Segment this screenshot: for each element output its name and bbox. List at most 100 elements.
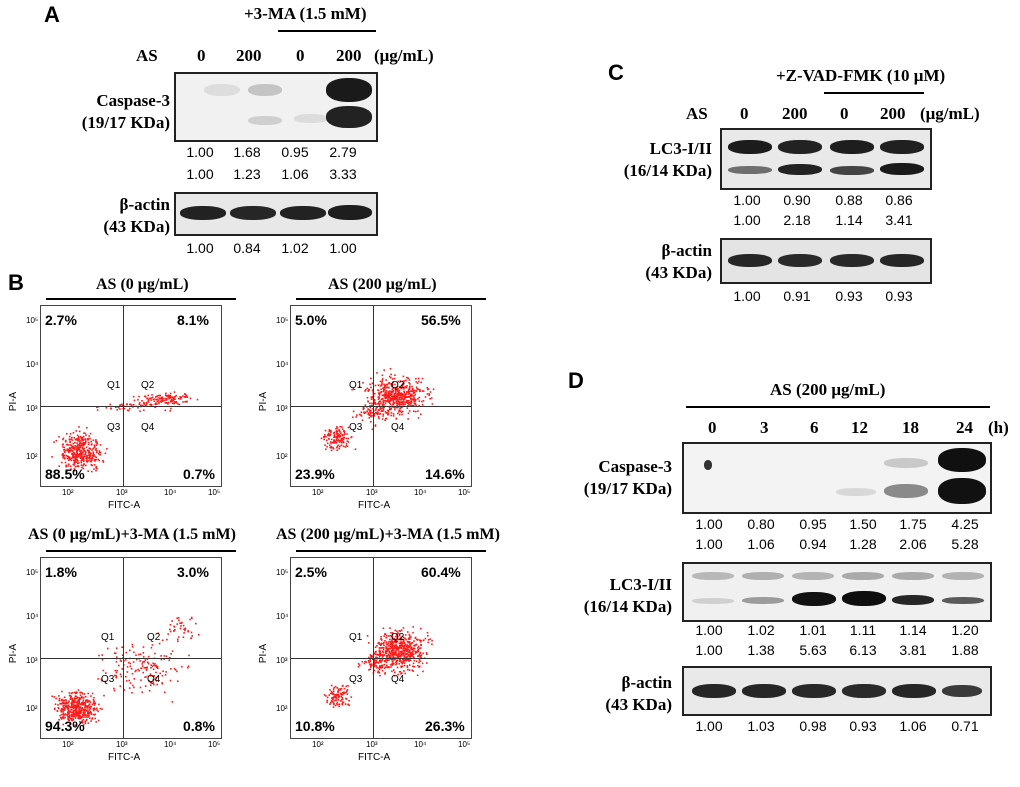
flow-plot-3-xtick-4: 10⁵ [208, 740, 221, 749]
panel-d-actin-blot [682, 666, 992, 716]
panel-d-lc3-r2-4: 6.13 [849, 642, 877, 658]
panel-c-treatment-rule [824, 92, 924, 94]
flow-plot-3-q2: Q2 [147, 632, 161, 643]
panel-c-actin-4: 0.93 [885, 288, 913, 304]
panel-d-lc3-r1-5: 1.14 [899, 622, 927, 638]
panel-c-actin-3: 0.93 [835, 288, 863, 304]
flow-plot-2-y-axis: PI-A [258, 391, 270, 412]
flow-plot-4-ytick-1: 10² [276, 704, 288, 713]
panel-d-caspase-r2-3: 0.94 [799, 536, 827, 552]
flow-plot-3-title: AS (0 μg/mL)+3-MA (1.5 mM) [28, 526, 236, 543]
panel-d-caspase-r1-6: 4.25 [951, 516, 979, 532]
flow-plot-4-q2-pct: 60.4% [421, 564, 461, 580]
panel-d-lc3-blot [682, 562, 992, 622]
flow-plot-4-q1: Q1 [349, 632, 363, 643]
panel-a-actin-2: 0.84 [233, 240, 261, 256]
flow-plot-2-xtick-3: 10⁴ [414, 488, 427, 497]
panel-c-dose-3: 0 [840, 104, 849, 123]
panel-d-actin-6: 0.71 [951, 718, 979, 734]
flow-plot-1-q2: Q2 [141, 380, 155, 391]
flow-plot-1-q4-pct: 0.7% [183, 466, 215, 482]
flow-plot-3: 1.8% 3.0% 94.3% 0.8% Q1 Q2 Q3 Q4 [40, 557, 222, 739]
flow-plot-2-xtick-1: 10² [312, 488, 324, 497]
panel-d-lc3-r2-6: 1.88 [951, 642, 979, 658]
panel-c-treatment-header: +Z-VAD-FMK (10 μM) [776, 66, 946, 85]
flow-plot-4-q1-pct: 2.5% [295, 564, 327, 580]
flow-plot-4-q4-pct: 26.3% [425, 718, 465, 734]
panel-d-caspase-label: Caspase-3 (19/17 KDa) [583, 457, 672, 498]
flow-plot-1-events [51, 391, 199, 479]
flow-plot-3-ytick-1: 10² [26, 704, 38, 713]
flow-plot-4-ytick-3: 10⁴ [276, 612, 289, 621]
panel-c-lc3-r1-1: 1.00 [733, 192, 761, 208]
panel-c-lc3-blot [720, 128, 932, 190]
panel-a-caspase-r2-3: 1.06 [281, 166, 309, 182]
panel-d-time-2: 3 [760, 418, 769, 437]
panel-a-actin-3: 1.02 [281, 240, 309, 256]
flow-plot-4-ytick-2: 10³ [276, 656, 288, 665]
panel-a-actin-1: 1.00 [186, 240, 214, 256]
panel-d-caspase-r1-5: 1.75 [899, 516, 927, 532]
panel-d-caspase-r1-3: 0.95 [799, 516, 827, 532]
flow-plot-3-q2-pct: 3.0% [177, 564, 209, 580]
flow-plot-1-ytick-3: 10⁴ [26, 360, 39, 369]
flow-plot-3-xtick-2: 10³ [116, 740, 128, 749]
panel-a-treatment-header: +3-MA (1.5 mM) [244, 4, 367, 23]
flow-plot-1-q3-pct: 88.5% [45, 466, 85, 482]
flow-plot-3-xtick-3: 10⁴ [164, 740, 177, 749]
panel-d-time-4: 12 [851, 418, 868, 437]
flow-plot-3-xtick-1: 10² [62, 740, 74, 749]
panel-d-header-rule [686, 406, 990, 408]
panel-c-lc3-label: LC3-I/II (16/14 KDa) [623, 139, 712, 180]
panel-d-lc3-r2-5: 3.81 [899, 642, 927, 658]
panel-d-lc3-r1-6: 1.20 [951, 622, 979, 638]
flow-plot-3-ytick-3: 10⁴ [26, 612, 39, 621]
panel-a-caspase-r1-2: 1.68 [233, 144, 261, 160]
panel-d-actin-2: 1.03 [747, 718, 775, 734]
flow-plot-2-x-axis: FITC-A [358, 500, 391, 511]
flow-plot-3-q1-pct: 1.8% [45, 564, 77, 580]
panel-b-label: B [8, 270, 24, 295]
panel-c-lc3-r2-1: 1.00 [733, 212, 761, 228]
panel-c-actin-blot [720, 238, 932, 284]
flow-plot-1-ytick-4: 10⁵ [26, 316, 39, 325]
panel-c-lc3-r1-3: 0.88 [835, 192, 863, 208]
flow-plot-4-q4: Q4 [391, 674, 405, 685]
panel-a-caspase-r1-3: 0.95 [281, 144, 309, 160]
flow-plot-3-ytick-2: 10³ [26, 656, 38, 665]
panel-a-caspase-r2-4: 3.33 [329, 166, 357, 182]
panel-c-lc3-r2-2: 2.18 [783, 212, 811, 228]
panel-d-lc3-label: LC3-I/II (16/14 KDa) [583, 575, 672, 616]
panel-a-actin-4: 1.00 [329, 240, 357, 256]
flow-plot-4: 2.5% 60.4% 10.8% 26.3% Q1 Q2 Q3 Q4 [290, 557, 472, 739]
flow-plot-3-y-axis: PI-A [8, 643, 20, 664]
panel-d-lc3-r1-2: 1.02 [747, 622, 775, 638]
panel-d-caspase-r2-5: 2.06 [899, 536, 927, 552]
panel-c-lc3-r1-2: 0.90 [783, 192, 811, 208]
panel-a-actin-label: β-actin (43 KDa) [103, 195, 170, 236]
flow-plot-4-xtick-1: 10² [312, 740, 324, 749]
panel-d-time-unit: (h) [988, 418, 1009, 437]
panel-d-actin-3: 0.98 [799, 718, 827, 734]
panel-a-dose-4: 200 [336, 46, 362, 65]
flow-plot-4-xtick-4: 10⁵ [458, 740, 471, 749]
flow-plot-2-ytick-1: 10² [276, 452, 288, 461]
panel-a-dose-2: 200 [236, 46, 262, 65]
flow-plot-1-y-axis: PI-A [8, 391, 20, 412]
flow-plot-1-xtick-4: 10⁵ [208, 488, 221, 497]
panel-a-caspase-label: Caspase-3 (19/17 KDa) [81, 91, 170, 132]
flow-plot-3-ytick-4: 10⁵ [26, 568, 39, 577]
panel-d-caspase-r2-2: 1.06 [747, 536, 775, 552]
flow-plot-3-events [51, 616, 200, 730]
flow-plot-4-xtick-3: 10⁴ [414, 740, 427, 749]
flow-plot-1-q4: Q4 [141, 422, 155, 433]
panel-c-as-label: AS [686, 104, 708, 123]
panel-d-caspase-r1-4: 1.50 [849, 516, 877, 532]
flow-plot-2-ytick-3: 10⁴ [276, 360, 289, 369]
panel-a-unit: (μg/mL) [374, 46, 434, 65]
panel-a-caspase-r2-2: 1.23 [233, 166, 261, 182]
panel-d-label: D [568, 368, 584, 393]
flow-plot-2-rule [296, 298, 486, 300]
panel-c-label: C [608, 60, 624, 85]
flow-plot-3-rule [46, 550, 236, 552]
